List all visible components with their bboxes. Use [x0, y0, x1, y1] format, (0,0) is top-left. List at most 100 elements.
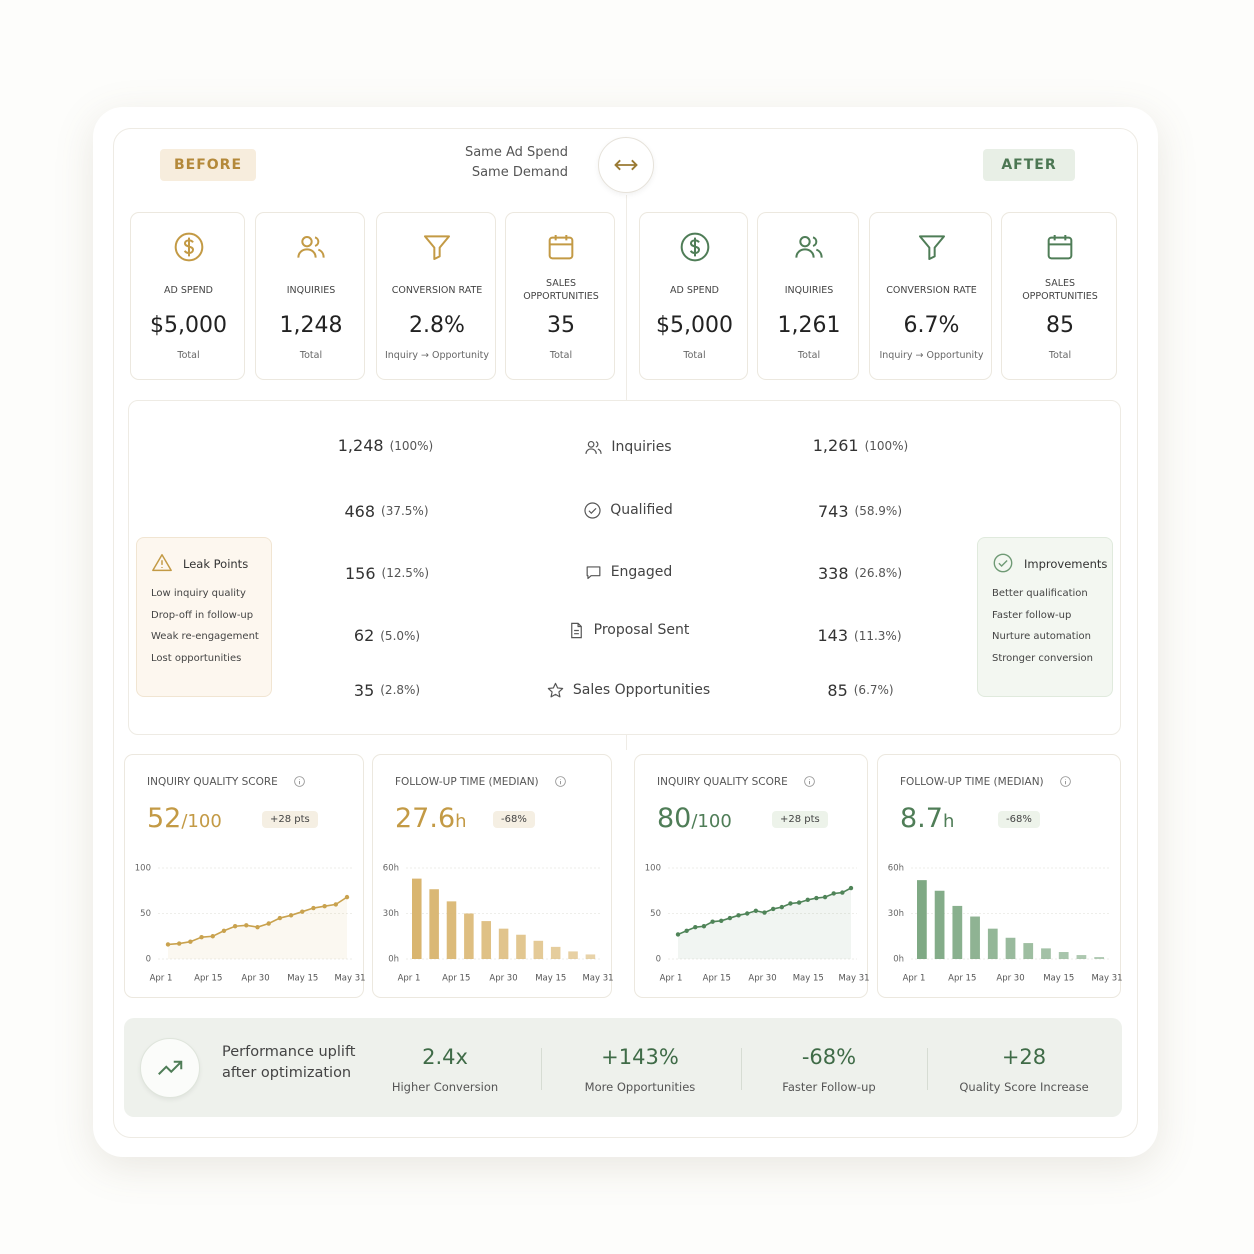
chart-card: FOLLOW-UP TIME (MEDIAN) 8.7h -68% 0h 30h 60h A…	[877, 754, 1122, 998]
mini-chart: 0h 30h 60h Apr 1 Apr 15 Apr 30 May 15 May 31	[888, 864, 1122, 984]
badge: -68%	[998, 811, 1040, 828]
bar	[952, 905, 963, 959]
funnel-value: 35	[353, 680, 375, 700]
point	[300, 909, 305, 914]
point	[232, 924, 238, 929]
bar	[516, 934, 526, 959]
point	[788, 901, 793, 906]
funnel-value: 1,261	[812, 436, 859, 455]
funnel-label: 1,248 (100%)	[249, 419, 522, 472]
x-tick-label: May 15	[1043, 974, 1074, 984]
inner-panel	[113, 128, 1138, 1138]
kpi-value: $5,000	[150, 313, 227, 338]
y-tick-label: 0	[146, 955, 151, 965]
note-item: Faster follow-up	[992, 609, 1072, 621]
headline-value: 80	[657, 803, 692, 834]
note-icon	[152, 554, 172, 572]
metric-divider	[741, 1048, 742, 1090]
note-item: Drop-off in follow-up	[151, 609, 254, 621]
before-tag: BEFORE	[160, 149, 256, 181]
stage-label: Engaged	[520, 560, 736, 584]
funnel-share: (2.8%)	[380, 683, 421, 697]
funnel-label: 35 (2.8%)	[349, 673, 425, 707]
stage-label: Proposal Sent	[520, 618, 736, 642]
kpi-value: 6.7%	[903, 313, 960, 338]
x-tick-label: May 15	[287, 974, 318, 984]
point	[727, 915, 733, 921]
point	[770, 906, 776, 912]
summary-icon	[158, 1060, 183, 1075]
funnel-label: 468 (37.5%)	[277, 485, 496, 537]
note-item: Lost opportunities	[151, 652, 242, 664]
funnel-value: 1,248	[337, 436, 384, 455]
stage-icon	[584, 501, 601, 519]
point	[805, 897, 810, 903]
stage-icon	[547, 682, 564, 697]
note-item: Better qualification	[992, 588, 1088, 599]
point	[736, 913, 741, 918]
mini-chart: 0 50 100 Apr 1 Apr 15 Apr 30 May 15 May 31	[135, 864, 365, 984]
funnel-share: (5.0%)	[380, 628, 421, 643]
kpi-label: CONVERSION RATE	[381, 275, 493, 305]
summary-icon-circle	[140, 1038, 200, 1098]
metric-divider	[541, 1048, 542, 1090]
y-tick-label: 30h	[888, 909, 904, 919]
kpi-card: AD SPEND $5,000 Total	[639, 212, 748, 380]
point	[244, 923, 249, 928]
headline: 8.7h	[900, 803, 954, 834]
x-tick-label: Apr 1	[903, 974, 926, 984]
point	[822, 894, 828, 900]
bar	[1058, 952, 1069, 959]
summary-title: Performance uplift after optimization	[222, 1044, 356, 1081]
header-note: Same Demand	[471, 165, 568, 180]
kpi-sub: Total	[299, 350, 323, 361]
stage-text: Proposal Sent	[593, 622, 690, 638]
x-tick-label: May 15	[793, 974, 824, 984]
y-tick-label: 100	[135, 864, 151, 874]
funnel-share: (12.5%)	[381, 566, 430, 580]
bar	[481, 921, 492, 959]
x-tick-label: May 31	[1091, 974, 1122, 984]
funnel-value: 468	[344, 501, 376, 521]
bar	[429, 889, 439, 959]
note-title: Improvements	[1024, 557, 1108, 571]
kpi-label-text: AD SPEND	[163, 284, 214, 296]
point	[333, 902, 339, 907]
bar	[1005, 937, 1016, 959]
funnel-label: 62 (5.0%)	[328, 611, 446, 660]
bar	[917, 880, 927, 959]
kpi-card: SALES OPPORTUNITIES 35 Total	[505, 212, 615, 380]
bar	[1041, 948, 1051, 959]
point	[796, 900, 802, 905]
mini-chart: 0h 30h 60h Apr 1 Apr 15 Apr 30 May 15 May 31	[383, 864, 613, 984]
headline: 52/100	[147, 803, 222, 834]
kpi-sub: Total	[797, 350, 821, 361]
point	[311, 905, 316, 911]
badge: +28 pts	[262, 811, 318, 828]
stage-label: Qualified	[520, 498, 736, 522]
kpi-label: INQUIRIES	[260, 275, 362, 305]
x-tick-label: Apr 15	[703, 974, 731, 984]
funnel-value: 85	[827, 680, 848, 700]
x-tick-label: Apr 15	[948, 974, 976, 984]
kpi-value: 85	[1046, 313, 1074, 338]
kpi-sub: Inquiry → Opportunity	[879, 350, 984, 361]
funnel-share: (58.9%)	[854, 504, 903, 518]
point	[745, 911, 750, 916]
stage-label: Sales Opportunities	[520, 678, 736, 702]
x-tick-label: Apr 1	[150, 974, 173, 984]
kpi-icon	[795, 236, 823, 258]
kpi-sub: Total	[1048, 350, 1072, 361]
point	[344, 894, 350, 900]
x-tick-label: May 31	[582, 974, 613, 984]
stage-text: Qualified	[610, 502, 673, 518]
funnel-label: 143 (11.3%)	[800, 611, 919, 660]
chart-card: FOLLOW-UP TIME (MEDIAN) 27.6h -68% 0h 30h 60h…	[372, 754, 613, 998]
point	[693, 924, 698, 930]
kpi-value: $5,000	[656, 313, 733, 338]
metric-label: More Opportunities	[584, 1080, 696, 1094]
note-item: Weak re-engagement	[151, 631, 259, 642]
note-item: Stronger conversion	[992, 652, 1093, 664]
info-icon	[555, 776, 566, 787]
note-item: Nurture automation	[992, 631, 1091, 642]
